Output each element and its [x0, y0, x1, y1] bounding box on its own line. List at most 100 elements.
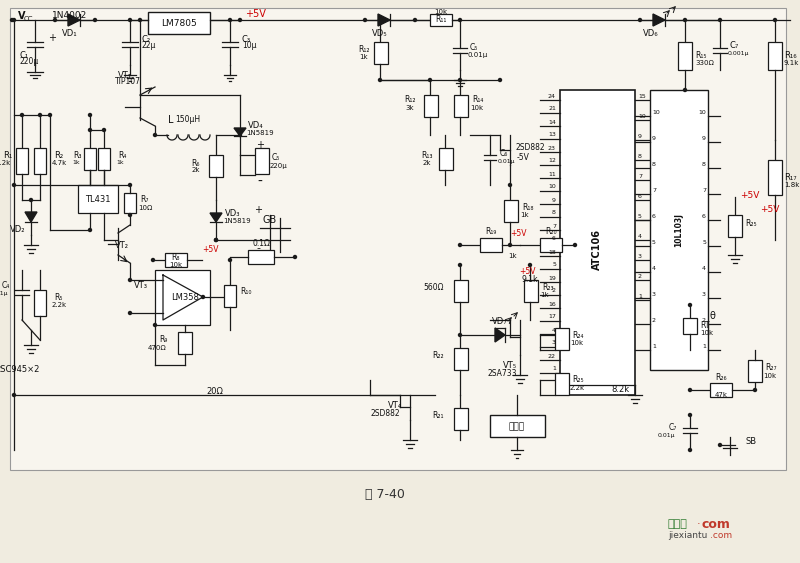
Text: LM358: LM358 [171, 293, 199, 302]
Text: R₁₃: R₁₃ [422, 150, 433, 159]
Text: 2.2k: 2.2k [570, 385, 585, 391]
Text: 0.01μ: 0.01μ [658, 432, 675, 437]
Text: CC: CC [24, 16, 34, 22]
Bar [524, 280, 538, 302]
Text: VD₂: VD₂ [10, 226, 26, 235]
Circle shape [38, 114, 42, 117]
Text: 0.001μ: 0.001μ [728, 51, 750, 56]
Text: 5: 5 [652, 239, 656, 244]
Circle shape [129, 213, 131, 217]
Circle shape [689, 449, 691, 452]
Bar [683, 318, 697, 334]
Text: 1: 1 [652, 343, 656, 348]
Circle shape [13, 394, 15, 396]
Circle shape [214, 239, 218, 242]
Text: 470Ω: 470Ω [147, 345, 166, 351]
Text: 8: 8 [552, 211, 556, 216]
Text: 24: 24 [548, 93, 556, 99]
Bar [454, 95, 468, 117]
Text: ATC106: ATC106 [592, 230, 602, 270]
Circle shape [689, 303, 691, 306]
Circle shape [458, 244, 462, 247]
Bar [78, 185, 118, 213]
Circle shape [378, 78, 382, 82]
Bar [490, 415, 545, 437]
Polygon shape [653, 14, 665, 26]
Text: R₂₁: R₂₁ [433, 410, 444, 419]
Polygon shape [234, 128, 246, 136]
Bar [748, 360, 762, 382]
Text: R₁₇: R₁₇ [784, 172, 797, 181]
Bar [768, 160, 782, 195]
Text: VT₄: VT₄ [388, 400, 402, 409]
Text: 2SD882: 2SD882 [370, 409, 400, 418]
Text: 220μ: 220μ [270, 163, 288, 169]
Circle shape [54, 19, 57, 21]
Bar [165, 253, 187, 267]
Text: 4: 4 [652, 266, 656, 270]
Circle shape [151, 258, 154, 261]
Text: 6: 6 [652, 213, 656, 218]
Text: +5V: +5V [740, 190, 759, 199]
Text: 6: 6 [552, 236, 556, 242]
Text: .com: .com [710, 531, 732, 540]
Polygon shape [378, 14, 390, 26]
Text: R₁₉: R₁₉ [486, 227, 497, 236]
Text: VD₅: VD₅ [372, 29, 388, 38]
Bar [10, 8, 786, 470]
Text: 23: 23 [548, 145, 556, 150]
Circle shape [129, 311, 131, 315]
Text: R₂₅: R₂₅ [572, 376, 584, 385]
Text: C₅: C₅ [470, 43, 478, 52]
Text: 18: 18 [548, 249, 556, 254]
Circle shape [49, 114, 51, 117]
Text: 9: 9 [702, 136, 706, 141]
Circle shape [214, 239, 218, 242]
Text: C₇: C₇ [669, 422, 677, 431]
Bar [424, 95, 438, 117]
Text: VT₁: VT₁ [118, 70, 132, 79]
Text: 1N5819: 1N5819 [223, 218, 250, 224]
Text: 5: 5 [552, 262, 556, 267]
Circle shape [21, 114, 23, 117]
Text: 1.2k: 1.2k [0, 160, 10, 166]
Text: 10μ: 10μ [242, 42, 257, 51]
Bar [555, 328, 569, 350]
Text: 4.7k: 4.7k [52, 160, 67, 166]
Text: 8: 8 [638, 154, 642, 159]
Text: 4: 4 [702, 266, 706, 270]
Bar [560, 90, 635, 395]
Polygon shape [210, 213, 222, 222]
Bar [768, 42, 782, 70]
Text: 1k: 1k [509, 253, 518, 259]
Text: TL431: TL431 [86, 194, 110, 203]
Text: C₆: C₆ [500, 149, 508, 158]
Text: 2: 2 [552, 288, 556, 293]
Text: 2: 2 [652, 318, 656, 323]
Text: L: L [168, 115, 174, 125]
Text: +: + [256, 140, 264, 150]
Text: 10L103J: 10L103J [674, 213, 683, 247]
Text: 14: 14 [548, 119, 556, 124]
Text: 20Ω: 20Ω [206, 387, 223, 396]
Text: com: com [702, 517, 731, 530]
Bar [678, 42, 692, 70]
Text: C₄: C₄ [2, 280, 10, 289]
Circle shape [574, 244, 577, 247]
Text: 21: 21 [548, 106, 556, 111]
Text: 7: 7 [552, 224, 556, 229]
Text: VD₆: VD₆ [643, 29, 659, 38]
Text: 150μH: 150μH [175, 115, 200, 124]
Circle shape [229, 258, 231, 261]
Text: 1k: 1k [520, 212, 529, 218]
Text: R₃: R₃ [74, 150, 82, 159]
Circle shape [458, 333, 462, 337]
Polygon shape [68, 14, 80, 26]
Text: 8.2k: 8.2k [611, 386, 629, 395]
Text: 4: 4 [552, 328, 556, 333]
Text: θ: θ [709, 311, 715, 321]
Text: 1: 1 [702, 343, 706, 348]
Circle shape [509, 244, 511, 247]
Bar [728, 215, 742, 237]
Text: 10k: 10k [170, 262, 182, 268]
